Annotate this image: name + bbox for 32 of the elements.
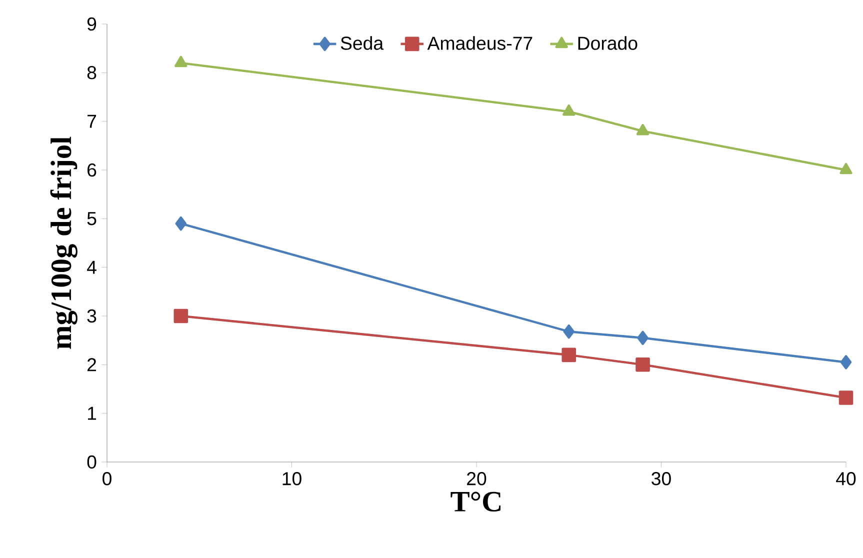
y-tick-label: 6 [88, 163, 96, 177]
point [562, 348, 576, 362]
point [637, 330, 648, 346]
y-tick-label: 1 [88, 406, 96, 420]
y-tick-label: 0 [87, 455, 96, 469]
point [636, 358, 650, 372]
legend-label: Seda [340, 36, 384, 50]
y-tick-label: 3 [87, 309, 96, 323]
legend-label: Dorado [578, 36, 638, 50]
legend-label: Amadeus-77 [427, 36, 532, 50]
y-tick-label: 8 [87, 66, 96, 80]
point [175, 216, 187, 231]
point [562, 104, 576, 116]
point [840, 162, 852, 174]
x-tick-label: 20 [467, 472, 486, 486]
point [840, 355, 852, 370]
point [174, 56, 188, 68]
point [174, 308, 188, 324]
y-axis-title: mg/100g de frijol [50, 136, 78, 349]
y-tick-label: 4 [86, 260, 96, 274]
y-tick-label: 9 [87, 17, 96, 31]
y-tick-label: 7 [88, 114, 96, 128]
x-tick-label: 0 [102, 472, 112, 486]
x-tick-label: 40 [836, 472, 856, 486]
point [563, 324, 575, 339]
y-tick-label: 2 [88, 358, 96, 372]
x-tick-label: 30 [652, 472, 671, 486]
x-tick-label: 10 [282, 472, 302, 486]
x-axis-title: T°C [450, 492, 501, 512]
point [636, 124, 650, 136]
point [838, 390, 854, 405]
y-tick-label: 5 [87, 212, 96, 226]
